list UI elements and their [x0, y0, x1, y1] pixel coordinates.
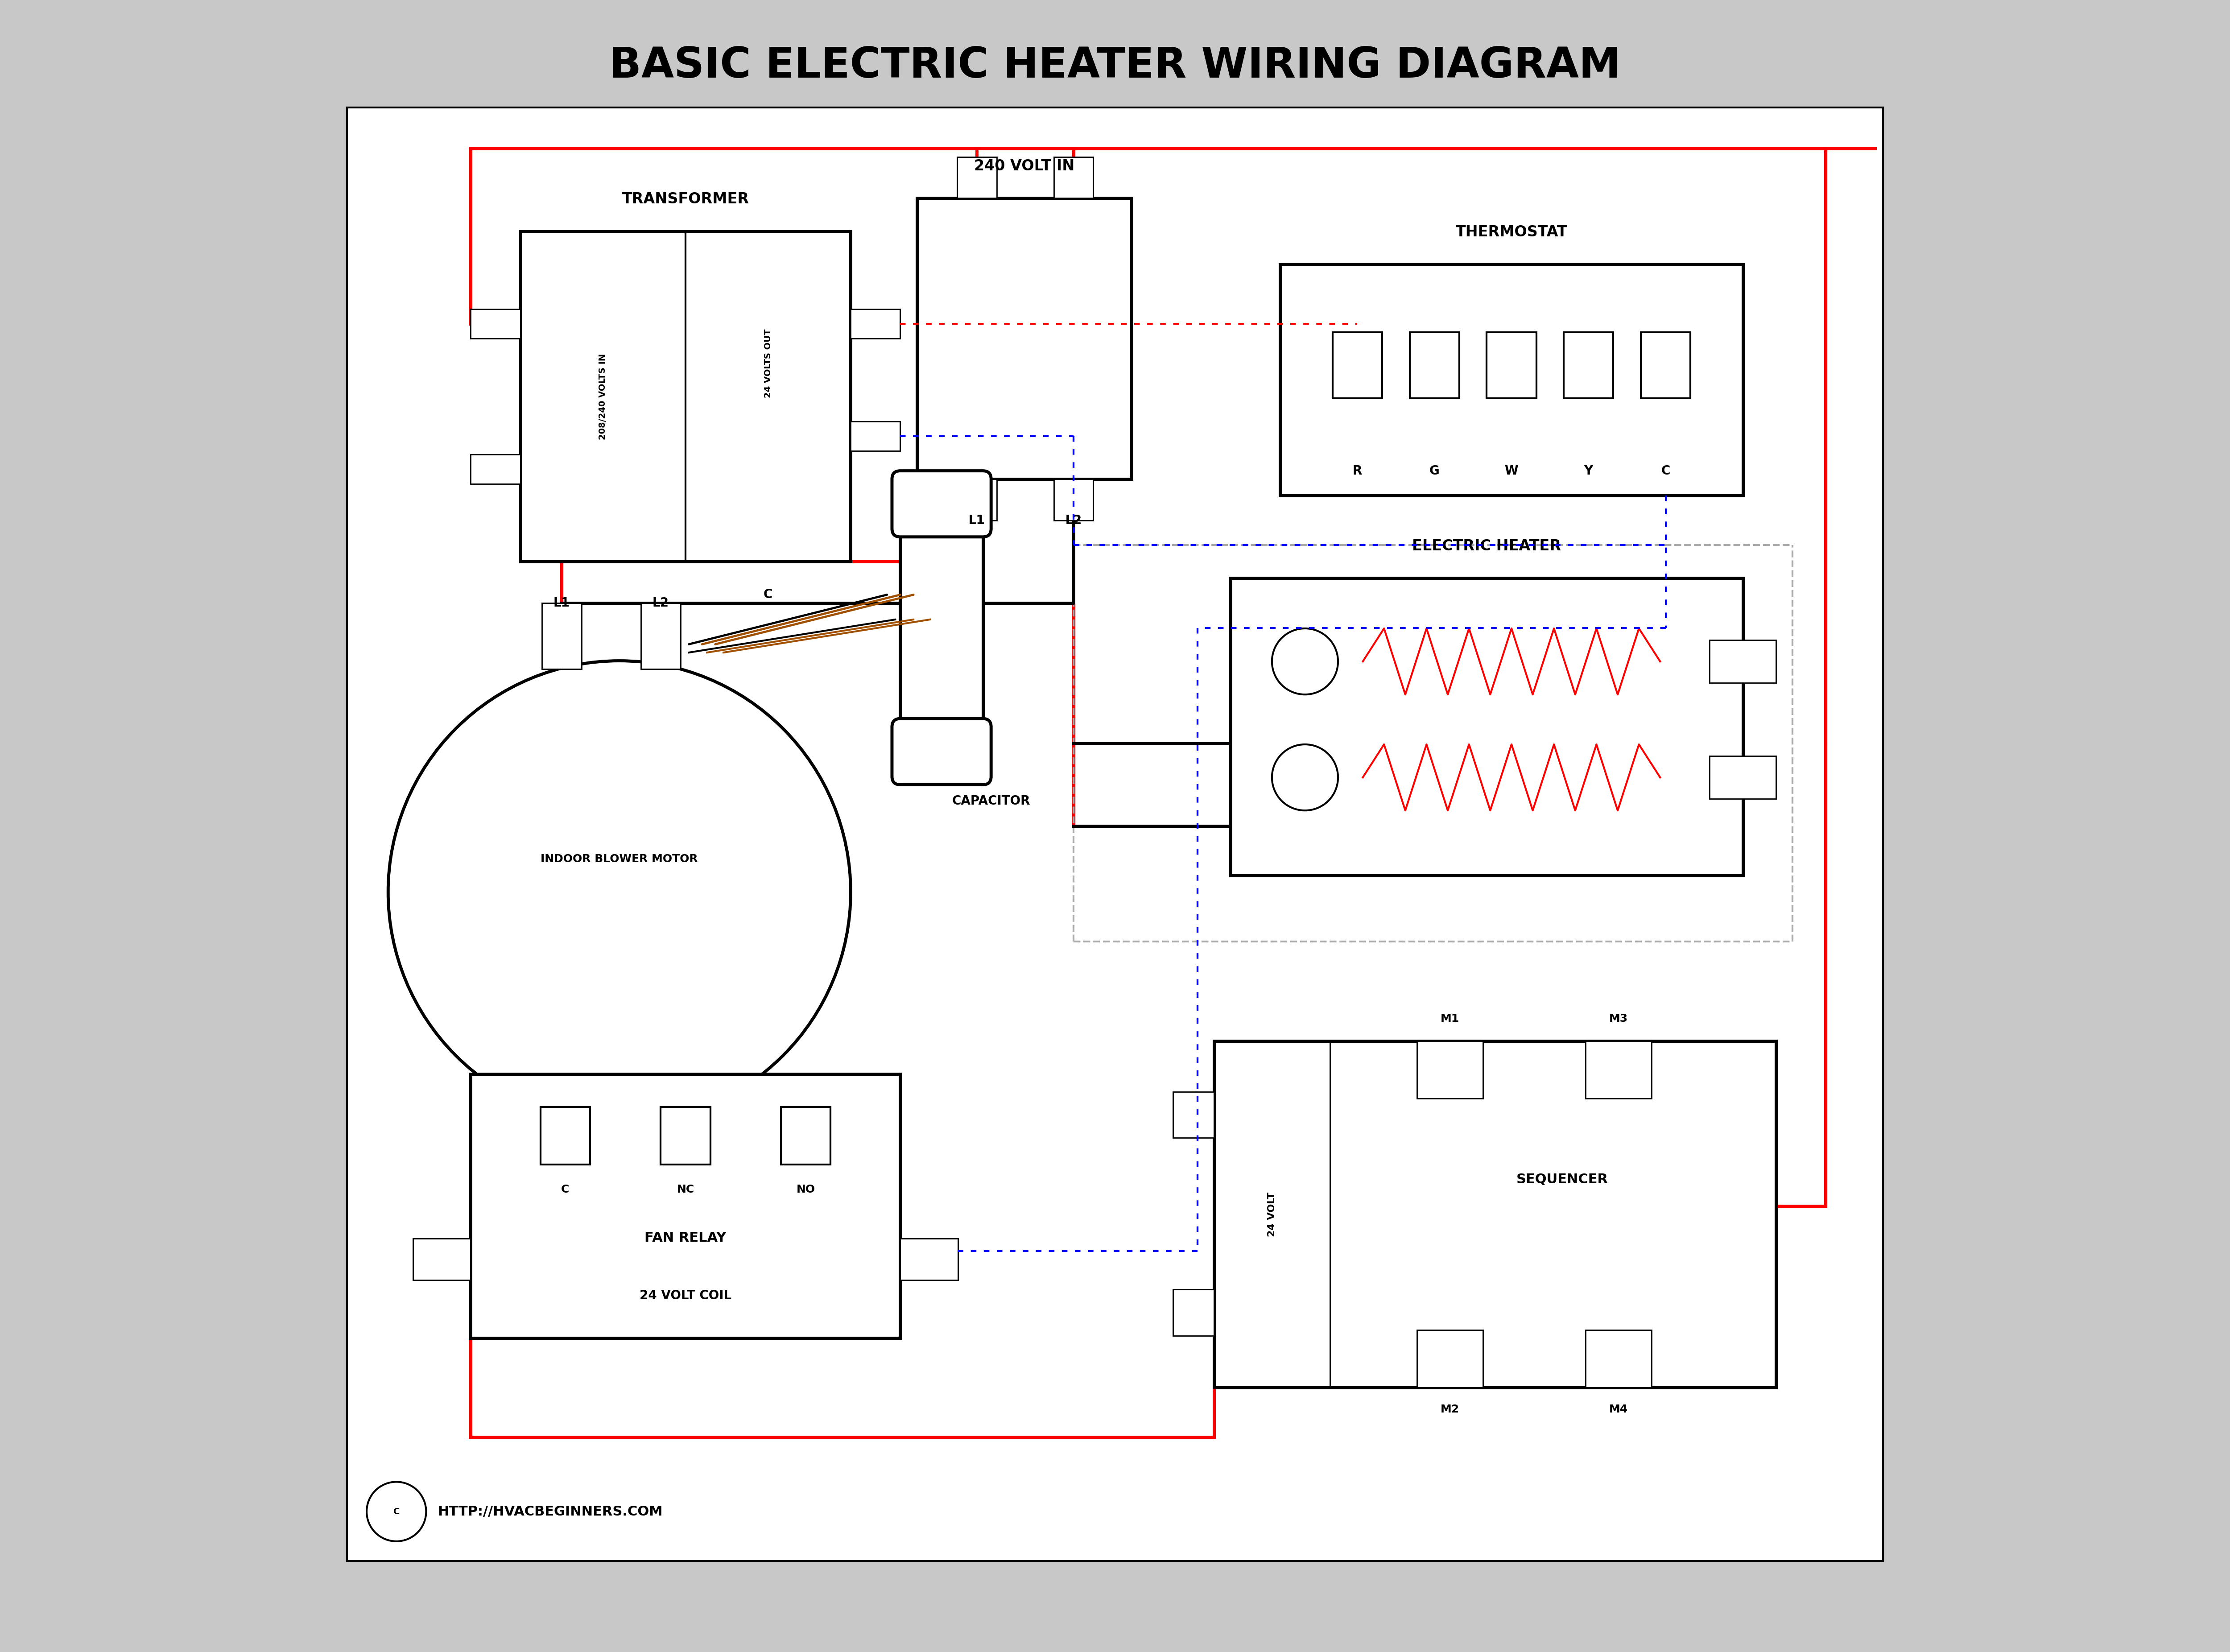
Bar	[413, 1239, 471, 1280]
Text: L1: L1	[968, 514, 986, 527]
Bar	[1710, 757, 1775, 800]
Bar	[1213, 1041, 1775, 1388]
Bar	[471, 1074, 901, 1338]
Bar	[660, 1107, 711, 1165]
Text: M1: M1	[1441, 1014, 1458, 1024]
FancyBboxPatch shape	[892, 471, 990, 537]
Text: FAN RELAY: FAN RELAY	[644, 1231, 727, 1244]
Bar	[901, 512, 983, 743]
Text: BASIC ELECTRIC HEATER WIRING DIAGRAM: BASIC ELECTRIC HEATER WIRING DIAGRAM	[609, 46, 1621, 86]
Text: ELECTRIC HEATER: ELECTRIC HEATER	[1412, 539, 1561, 553]
Text: G: G	[1429, 464, 1438, 477]
Bar	[1334, 332, 1383, 398]
Text: SEQUENCER: SEQUENCER	[1516, 1173, 1608, 1186]
Bar	[957, 479, 997, 520]
Text: INDOOR BLOWER MOTOR: INDOOR BLOWER MOTOR	[540, 854, 698, 864]
Bar	[1586, 1330, 1652, 1388]
Text: THERMOSTAT: THERMOSTAT	[1456, 225, 1568, 240]
Text: 240 VOLT IN: 240 VOLT IN	[975, 159, 1075, 173]
Text: M3: M3	[1610, 1014, 1628, 1024]
Circle shape	[388, 661, 850, 1123]
Text: NC: NC	[676, 1184, 694, 1194]
Text: L2: L2	[653, 596, 669, 610]
Bar	[471, 454, 520, 484]
Text: 208/240 VOLTS IN: 208/240 VOLTS IN	[598, 354, 607, 439]
Bar	[1710, 639, 1775, 682]
Bar	[1173, 1289, 1213, 1335]
Bar	[917, 198, 1131, 479]
Circle shape	[366, 1482, 426, 1541]
Text: C: C	[1661, 464, 1670, 477]
Text: TRANSFORMER: TRANSFORMER	[622, 192, 749, 206]
Bar	[901, 1239, 959, 1280]
Text: C: C	[392, 1507, 399, 1517]
Text: M2: M2	[1441, 1404, 1458, 1414]
Bar	[1487, 332, 1536, 398]
Bar	[1173, 1092, 1213, 1138]
Bar	[1280, 264, 1744, 496]
Text: L1: L1	[553, 596, 571, 610]
Text: 24 VOLT COIL: 24 VOLT COIL	[640, 1290, 731, 1302]
Bar	[1055, 479, 1093, 520]
Bar	[957, 157, 997, 198]
Text: L2: L2	[1066, 514, 1082, 527]
Text: L2: L2	[1066, 514, 1082, 527]
Bar	[1416, 1041, 1483, 1099]
Circle shape	[1271, 628, 1338, 694]
Text: CAPACITOR: CAPACITOR	[952, 795, 1030, 808]
Text: W: W	[1505, 464, 1519, 477]
Bar	[540, 1107, 591, 1165]
Bar	[1586, 1041, 1652, 1099]
Bar	[640, 603, 680, 669]
Text: M4: M4	[1610, 1404, 1628, 1414]
Text: Y: Y	[1583, 464, 1592, 477]
Bar	[1641, 332, 1690, 398]
Text: C: C	[763, 588, 772, 601]
Text: C: C	[562, 1184, 569, 1194]
Bar	[520, 231, 850, 562]
Text: HTTP://HVACBEGINNERS.COM: HTTP://HVACBEGINNERS.COM	[437, 1505, 662, 1518]
Bar	[1231, 578, 1744, 876]
Text: 24 VOLTS OUT: 24 VOLTS OUT	[765, 329, 772, 398]
FancyBboxPatch shape	[892, 719, 990, 785]
Bar	[348, 107, 1882, 1561]
Bar	[780, 1107, 830, 1165]
Bar	[850, 309, 901, 339]
Bar	[1055, 157, 1093, 198]
Bar	[542, 603, 582, 669]
Text: R: R	[1354, 464, 1363, 477]
Bar	[1563, 332, 1612, 398]
Text: NO: NO	[796, 1184, 816, 1194]
Bar	[1416, 1330, 1483, 1388]
Bar	[850, 421, 901, 451]
Bar	[471, 309, 520, 339]
Text: 24 VOLT: 24 VOLT	[1267, 1191, 1276, 1237]
Bar	[1409, 332, 1458, 398]
Circle shape	[1271, 745, 1338, 811]
Text: L1: L1	[968, 514, 986, 527]
